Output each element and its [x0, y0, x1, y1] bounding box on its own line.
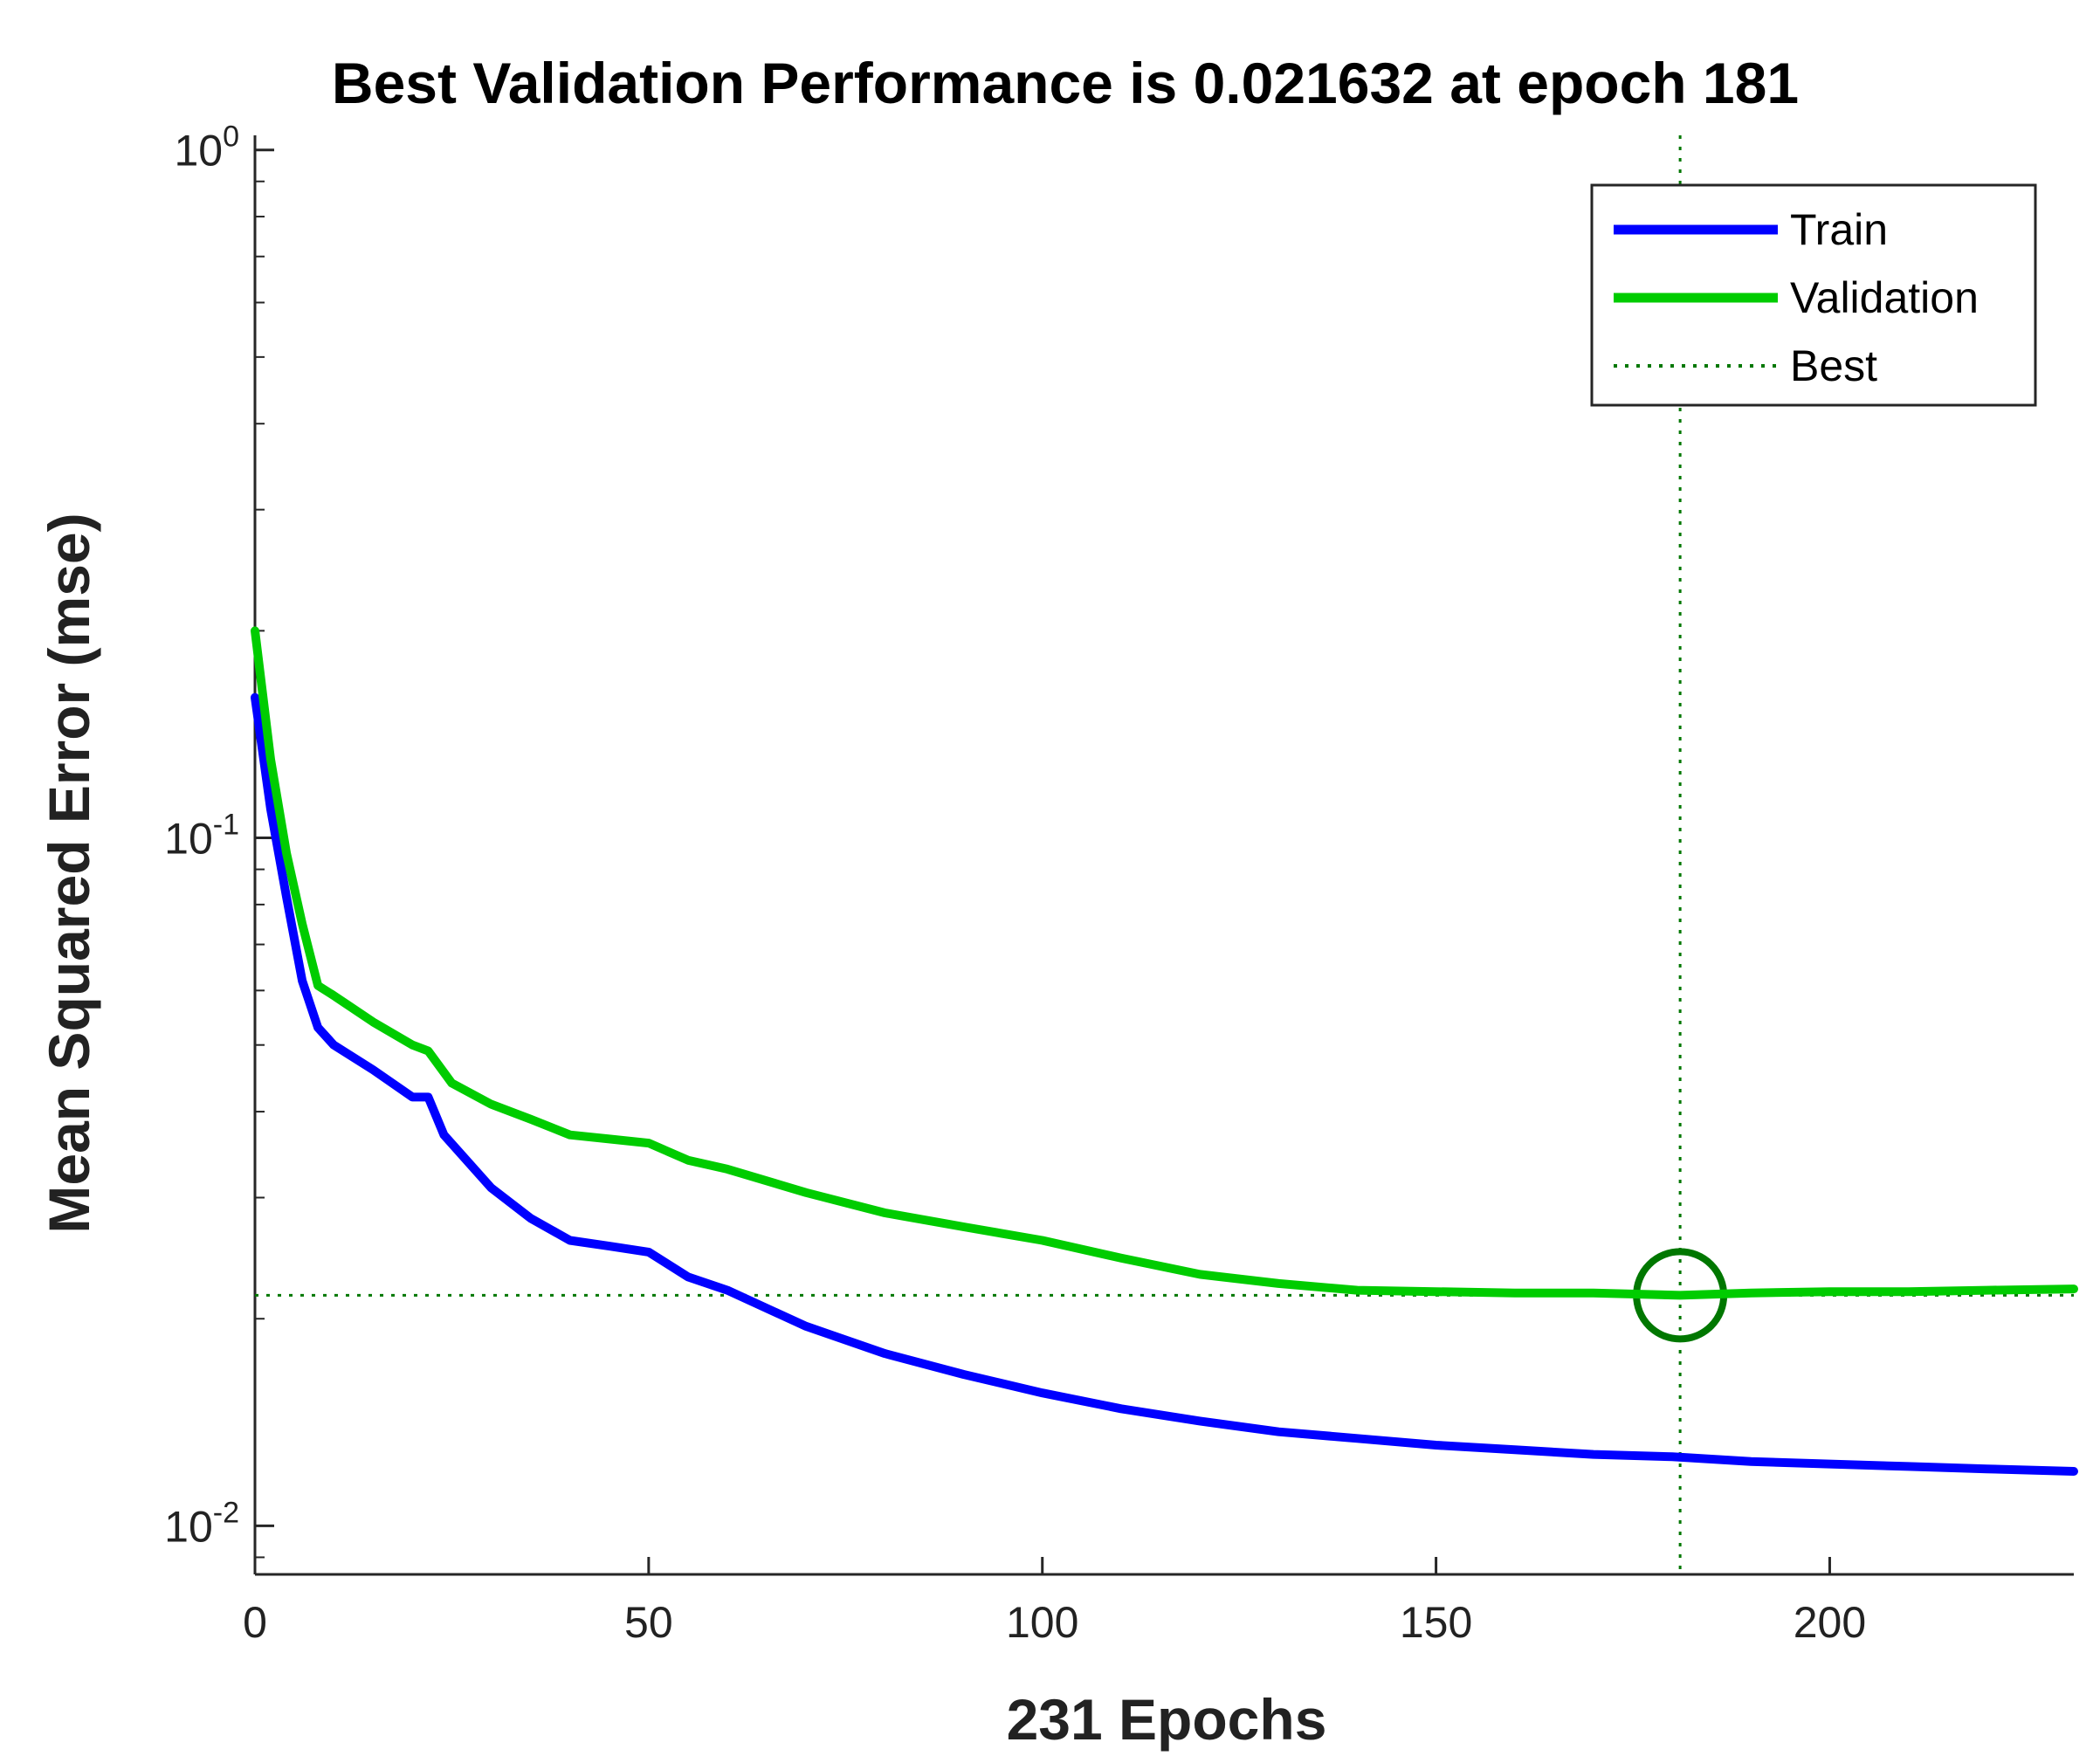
- y-tick-label: 100: [174, 121, 239, 176]
- x-tick-label: 150: [1400, 1598, 1472, 1647]
- series-train-line: [251, 692, 2078, 1476]
- series-lines: [251, 626, 2078, 1476]
- x-axis-label: 231 Epochs: [1007, 1687, 1327, 1752]
- series-validation-line: [251, 626, 2078, 1300]
- legend: Train Validation Best: [1590, 183, 2037, 407]
- x-tick-label: 200: [1794, 1598, 1866, 1647]
- chart-title: Best Validation Performance is 0.021632 …: [332, 51, 1799, 115]
- legend-train-label: Train: [1790, 205, 1888, 254]
- legend-validation-label: Validation: [1790, 273, 1979, 322]
- y-axis-label: Mean Squared Error (mse): [37, 513, 101, 1233]
- legend-best-label: Best: [1790, 341, 1877, 390]
- x-tick-label: 50: [624, 1598, 673, 1647]
- x-tick-label: 100: [1006, 1598, 1078, 1647]
- axes: 0 50 100 150 200 100 10-1 10-2: [164, 121, 2074, 1647]
- x-tick-label: 0: [243, 1598, 267, 1647]
- y-tick-label: 10-1: [164, 809, 239, 864]
- y-tick-label: 10-2: [164, 1496, 239, 1551]
